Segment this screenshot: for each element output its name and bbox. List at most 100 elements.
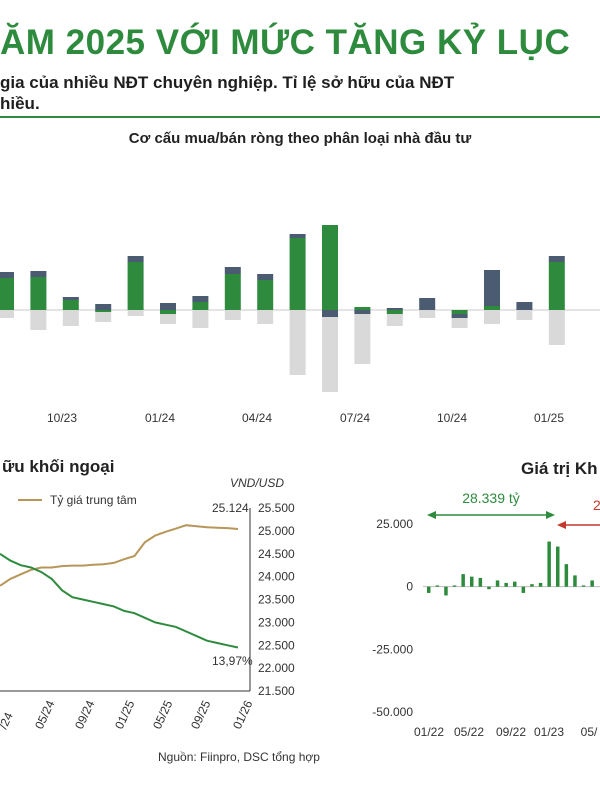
chart-3-bar [435,585,440,587]
chart-3-bar [556,546,560,587]
chart-1-bar [30,271,47,277]
chart-1-bar [62,297,79,300]
chart-2-line [0,552,239,649]
chart-1-bar [386,310,403,314]
subtitle-line-2: hiều. [0,94,40,113]
chart-3-annotation: 2 [593,497,600,513]
chart-2-annotation: 25.124 [212,501,249,515]
chart-1-bar [484,310,500,324]
chart-3-arrow-head [546,511,555,519]
chart-2-x-tick: 01/25 [112,698,138,731]
chart-1-bar [192,310,209,328]
chart-1-bar [419,310,436,318]
chart-2-y-tick: 25.000 [258,524,295,538]
chart-1-bar [127,256,144,262]
chart-3-x-tick: 01/23 [534,725,564,739]
chart-1-bar [62,300,79,310]
chart-3-x-tick: 09/22 [496,725,526,739]
chart-3-x-tick: 05/ [581,725,598,739]
chart-3-title: Giá trị Kh [521,459,598,478]
chart-2-x-tick: 01/26 [230,698,256,731]
chart-1-x-tick: 01/25 [534,411,564,425]
chart-1-bar [224,274,241,310]
chart-1-bar [516,302,533,310]
chart-2-y-tick: 23.000 [258,615,295,629]
chart-1-bar [30,277,47,310]
chart-3-bar [495,580,500,587]
chart-1-bar [386,314,403,326]
chart-3-arrow-head [427,511,436,519]
chart-2-x-tick: 05/25 [150,698,176,731]
chart-3-x-tick: 01/22 [414,725,444,739]
chart-2-y-tick: 24.500 [258,547,295,561]
chart-2-y-tick: 22.500 [258,638,295,652]
chart-3-annotation: 28.339 tỷ [462,490,520,506]
chart-1-bar [127,310,144,316]
chart-3-arrow-head [557,521,566,529]
chart-1-bar [289,234,306,238]
chart-3-value: Giá trị Kh 25.000 0 -25.000 -50.000 28.339 tỷ… [372,459,600,739]
chart-2-y-tick: 25.500 [258,501,295,515]
chart-1-bar [224,310,241,320]
chart-1-bar [548,256,565,262]
chart-1-bar [160,314,176,324]
chart-1-bar [386,308,403,310]
chart-3-bar [504,582,508,587]
chart-3-bar [478,577,483,587]
chart-1-bar [484,270,500,306]
chart-3-bar [461,574,465,587]
chart-1-bar [95,304,112,310]
chart-1-bar [419,298,436,310]
chart-3-bar [444,586,448,596]
chart-1-x-tick: 04/24 [242,411,272,425]
chart-3-bar [590,580,594,587]
chart-1-x-tick: 10/23 [47,411,77,425]
chart-1-bar [257,310,274,324]
chart-1-bar [192,296,209,302]
chart-1-bar [354,310,371,314]
subtitle-line-1: gia của nhiều NĐT chuyên nghiệp. Tỉ lệ s… [0,73,455,92]
chart-1-bar [0,272,14,278]
chart-3-bar [581,585,586,587]
chart-1-bar [0,278,14,310]
chart-1-bar [95,312,112,322]
chart-2-axis-unit: VND/USD [230,476,284,490]
chart-1-bar [0,310,14,318]
chart-1-bar [354,307,371,310]
chart-1-bar [30,310,47,330]
chart-1-bar [127,262,144,310]
chart-2-y-tick: 24.000 [258,570,295,584]
title-divider [0,116,600,118]
chart-2-x-tick: 05/24 [32,698,58,731]
chart-1-bar [160,303,176,310]
chart-3-bar [513,581,517,587]
chart-1-bar [354,314,371,364]
chart-3-bar [538,582,543,587]
chart-1-bar [322,225,338,310]
chart-3-bar [530,584,534,587]
chart-1-bar [322,310,338,317]
chart-2-line [0,524,239,587]
chart-1-bar [451,318,468,328]
chart-1-bar [289,310,306,375]
chart-1-bar [484,306,500,310]
chart-3-bar [427,586,431,593]
chart-1-bar [322,317,338,392]
chart-1-bar [548,262,565,310]
chart-3-bar [452,585,457,587]
chart-2-annotation: 13,97% [212,654,253,668]
chart-1-bar [192,302,209,310]
chart-1-bar [451,314,468,318]
chart-1-bar [516,310,533,320]
chart-3-x-tick: 05/22 [454,725,484,739]
chart-1-bar [62,310,79,326]
chart-1-x-tick: 07/24 [340,411,370,425]
chart-3-y-tick: -50.000 [372,705,413,719]
chart-3-bar [564,564,569,587]
chart-1-x-tick: 01/24 [145,411,175,425]
chart-1-bar [257,280,274,310]
source-note: Nguồn: Fiinpro, DSC tổng hợp [158,750,320,764]
page-title: ĂM 2025 VỚI MỨC TĂNG KỶ LỤC [0,23,571,62]
chart-2-x-tick: 09/24 [72,698,98,731]
chart-1-bar [224,267,241,274]
